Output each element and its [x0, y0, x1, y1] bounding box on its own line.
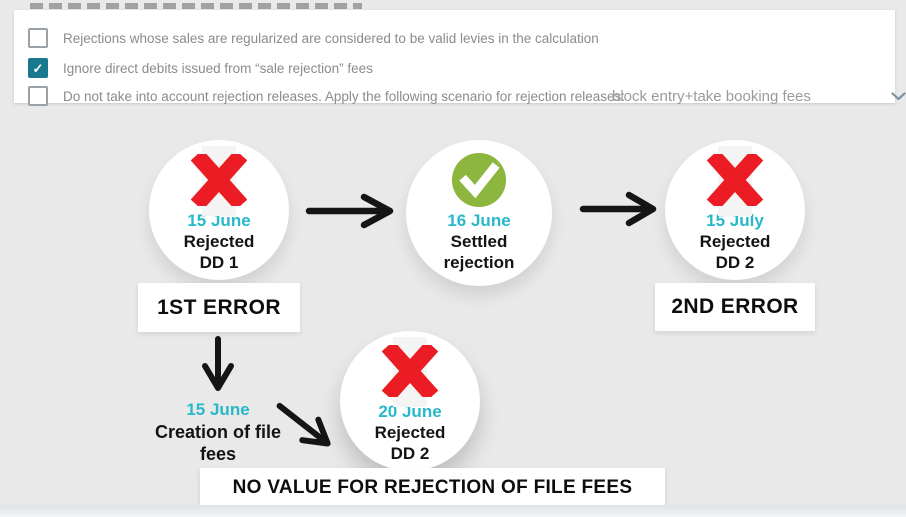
- label-text: 1ST ERROR: [157, 295, 281, 319]
- node-text: DD 2: [390, 444, 430, 463]
- label-text: 2ND ERROR: [671, 295, 799, 318]
- option-row-regularized-sales: Rejections whose sales are regularized a…: [28, 26, 599, 50]
- file-fees-note: 15 June Creation of file fees: [128, 399, 308, 465]
- file-fees-date: 15 June: [186, 400, 250, 419]
- file-fees-text: Creation of file: [154, 422, 281, 442]
- label-first-error: 1ST ERROR: [138, 283, 300, 332]
- scenario-dropdown-value: block entry+take booking fees: [612, 87, 811, 105]
- success-check-icon: [451, 152, 507, 208]
- node-rejected-dd2: 15 July Rejected DD 2: [665, 140, 805, 280]
- clipped-heading-remnant: [30, 3, 362, 9]
- checkbox-1[interactable]: [28, 28, 48, 48]
- node-text: Rejected: [699, 232, 771, 251]
- label-second-error: 2ND ERROR: [655, 283, 815, 331]
- option-label: Ignore direct debits issued from “sale r…: [63, 60, 373, 76]
- error-cross-icon: [707, 146, 763, 216]
- node-text: DD 1: [199, 253, 239, 272]
- scenario-dropdown[interactable]: block entry+take booking fees: [612, 84, 906, 108]
- option-row-rejection-releases: Do not take into account rejection relea…: [28, 84, 906, 108]
- node-text: rejection: [443, 253, 515, 272]
- bottom-strip: [0, 505, 906, 517]
- option-label: Do not take into account rejection relea…: [63, 88, 626, 104]
- error-cross-icon: [382, 337, 438, 407]
- node-text: Rejected: [183, 232, 255, 251]
- option-row-ignore-direct-debits: ✓ Ignore direct debits issued from “sale…: [28, 56, 373, 80]
- node-text: Settled: [450, 232, 508, 251]
- arrow-right-2: [579, 191, 657, 227]
- checkbox-3[interactable]: [28, 86, 48, 106]
- checkbox-2[interactable]: ✓: [28, 58, 48, 78]
- node-rejected-dd2-file-fees: 20 June Rejected DD 2: [340, 331, 480, 471]
- node-text: DD 2: [715, 253, 755, 272]
- arrow-right-1: [305, 193, 394, 229]
- file-fees-text: fees: [199, 444, 237, 464]
- arrow-diagonal: [276, 402, 331, 447]
- node-rejected-dd1: 15 June Rejected DD 1: [149, 140, 289, 280]
- settings-panel: Rejections whose sales are regularized a…: [14, 10, 906, 106]
- label-no-value: NO VALUE FOR REJECTION OF FILE FEES: [200, 468, 665, 508]
- option-label: Rejections whose sales are regularized a…: [63, 30, 599, 46]
- label-text: NO VALUE FOR REJECTION OF FILE FEES: [232, 477, 633, 498]
- error-cross-icon: [191, 146, 247, 216]
- node-date: 16 June: [447, 211, 511, 230]
- chevron-down-icon: [891, 91, 906, 100]
- node-text: Rejected: [374, 423, 446, 442]
- arrow-down: [202, 336, 234, 391]
- node-settled-rejection: 16 June Settled rejection: [406, 140, 552, 286]
